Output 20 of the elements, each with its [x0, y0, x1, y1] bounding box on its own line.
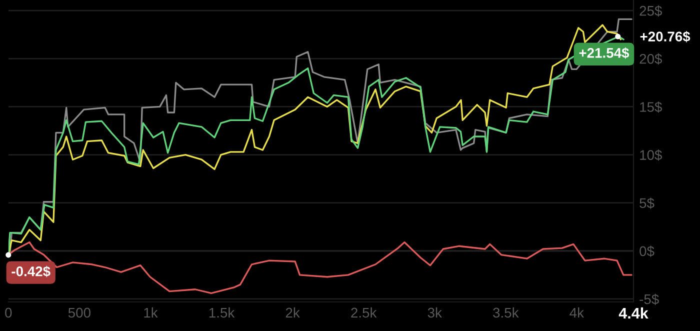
- x-tick-label: 2.5k: [351, 307, 377, 318]
- y-tick-label: 0$: [640, 246, 654, 257]
- x-tick-label: 500: [68, 308, 90, 318]
- x-tick-label: 1.5k: [209, 307, 235, 318]
- annotation: +21.54$: [579, 47, 630, 59]
- x-tick-label: 2k: [286, 307, 300, 318]
- text: +20.76$: [640, 31, 690, 42]
- x-tick-label: 0: [5, 308, 12, 318]
- y-tick-label: 5$: [640, 198, 654, 209]
- y-tick-label: 25$: [640, 5, 662, 17]
- y-tick-label: 15$: [640, 101, 662, 113]
- y-tick-label: -5$: [640, 294, 659, 305]
- x-tick-label: 3k: [428, 307, 442, 318]
- x-tick-label: 1k: [144, 307, 158, 318]
- y-tick-label: 20$: [640, 53, 662, 65]
- x-tick-label: 4k: [570, 307, 584, 318]
- y-tick-label: 10$: [640, 150, 662, 161]
- annotation: -0.42$: [12, 266, 50, 278]
- x-tick-label: 3.5k: [493, 307, 519, 318]
- x-tick-label: 4.4k: [618, 307, 648, 318]
